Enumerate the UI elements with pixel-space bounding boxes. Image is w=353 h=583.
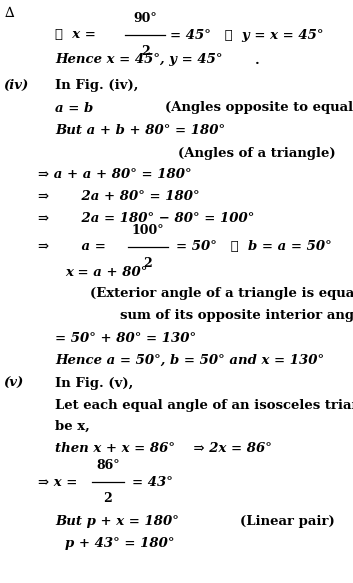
Text: ∴  x =: ∴ x =: [55, 29, 96, 41]
Text: 2: 2: [144, 257, 152, 270]
Text: ∆: ∆: [5, 6, 15, 20]
Text: Let each equal angle of an isosceles triangle: Let each equal angle of an isosceles tri…: [55, 399, 353, 412]
Text: (Angles of a triangle): (Angles of a triangle): [178, 146, 336, 160]
Text: .: .: [255, 54, 260, 66]
Text: 100°: 100°: [132, 224, 164, 237]
Text: (iv): (iv): [3, 79, 28, 92]
Text: But p + x = 180°: But p + x = 180°: [55, 515, 179, 528]
Text: = 45°   ∴  y = x = 45°: = 45° ∴ y = x = 45°: [170, 29, 323, 41]
Text: 2: 2: [140, 45, 149, 58]
Text: (Angles opposite to equal sides): (Angles opposite to equal sides): [165, 101, 353, 114]
Text: be x,: be x,: [55, 420, 90, 433]
Text: But a + b + 80° = 180°: But a + b + 80° = 180°: [55, 125, 225, 138]
Text: sum of its opposite interior angles): sum of its opposite interior angles): [120, 310, 353, 322]
Text: In Fig. (iv),: In Fig. (iv),: [55, 79, 138, 92]
Text: then x + x = 86°    ⇒ 2x = 86°: then x + x = 86° ⇒ 2x = 86°: [55, 441, 272, 455]
Text: p + 43° = 180°: p + 43° = 180°: [65, 536, 174, 550]
Text: (v): (v): [3, 377, 23, 389]
Text: x = a + 80°: x = a + 80°: [65, 265, 147, 279]
Text: Hence a = 50°, b = 50° and x = 130°: Hence a = 50°, b = 50° and x = 130°: [55, 353, 324, 367]
Text: 2: 2: [104, 492, 112, 505]
Text: (Linear pair): (Linear pair): [240, 515, 335, 528]
Text: = 43°: = 43°: [132, 476, 173, 489]
Text: = 50° + 80° = 130°: = 50° + 80° = 130°: [55, 332, 196, 345]
Text: ⇒       2a + 80° = 180°: ⇒ 2a + 80° = 180°: [38, 191, 200, 203]
Text: = 50°   ∴  b = a = 50°: = 50° ∴ b = a = 50°: [176, 241, 332, 254]
Text: a = b: a = b: [55, 101, 93, 114]
Text: (Exterior angle of a triangle is equal to: (Exterior angle of a triangle is equal t…: [90, 287, 353, 300]
Text: ⇒ a + a + 80° = 180°: ⇒ a + a + 80° = 180°: [38, 168, 192, 181]
Text: ⇒ x =: ⇒ x =: [38, 476, 77, 489]
Text: 86°: 86°: [96, 459, 120, 472]
Text: In Fig. (v),: In Fig. (v),: [55, 377, 133, 389]
Text: ⇒       2a = 180° − 80° = 100°: ⇒ 2a = 180° − 80° = 100°: [38, 212, 255, 226]
Text: 90°: 90°: [133, 12, 157, 25]
Text: ⇒       a =: ⇒ a =: [38, 241, 106, 254]
Text: Hence x = 45°, y = 45°: Hence x = 45°, y = 45°: [55, 54, 222, 66]
